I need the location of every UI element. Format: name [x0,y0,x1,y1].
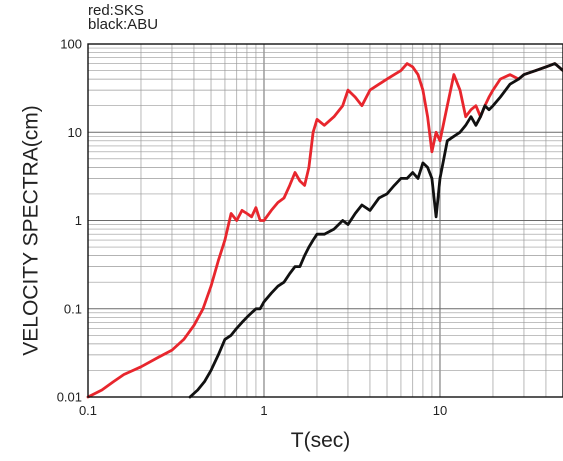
x-tick-labels: 0.1 1 10 [79,403,447,418]
y-tick-label: 0.01 [57,390,82,405]
x-tick-label: 0.1 [79,403,97,418]
series-line-abu [190,64,563,397]
y-tick-labels: 0.01 0.1 1 10 100 [57,37,82,405]
y-axis-label: VELOCITY SPECTRA(cm) [19,105,42,355]
x-tick-label: 10 [433,403,447,418]
series-layer [88,64,563,397]
grid [88,44,563,397]
x-tick-label: 1 [260,403,267,418]
series-line-sks [88,64,563,397]
y-tick-label: 1 [75,213,82,228]
x-axis-label: T(sec) [291,429,351,452]
y-tick-label: 0.1 [64,301,82,316]
y-tick-label: 10 [68,125,82,140]
y-tick-label: 100 [60,37,82,52]
